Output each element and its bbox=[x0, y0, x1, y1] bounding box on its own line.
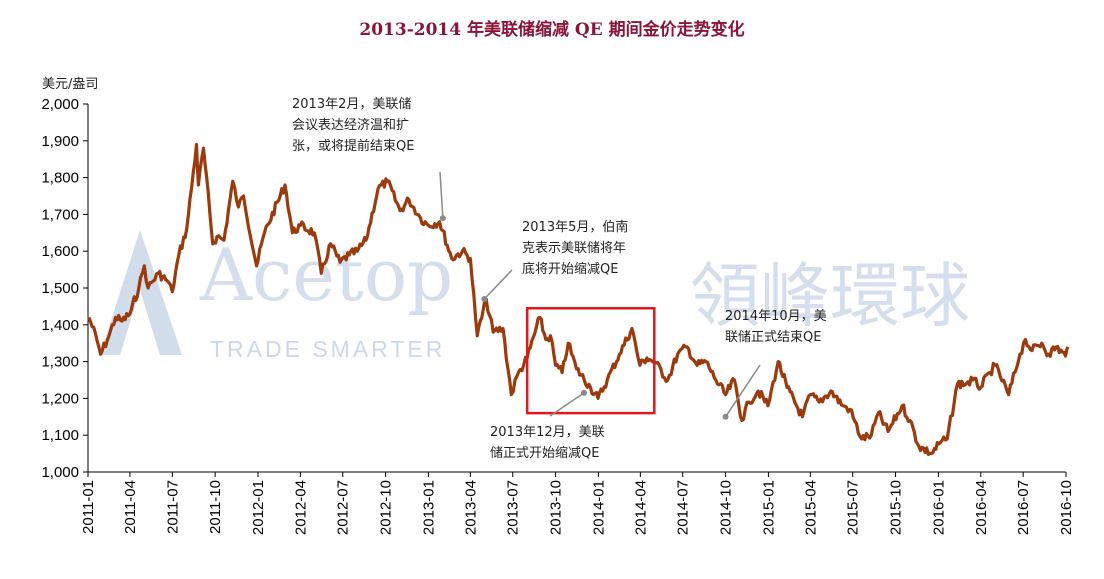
x-tick-label: 2013-04 bbox=[462, 480, 479, 535]
y-tick-label: 1,700 bbox=[41, 206, 79, 223]
taper-period-highlight-box bbox=[525, 306, 656, 415]
gold-price-line bbox=[87, 142, 1070, 456]
y-tick-label: 1,200 bbox=[41, 390, 79, 407]
highlight-layer bbox=[525, 306, 656, 415]
annotation-text-line: 会议表达经济温和扩 bbox=[292, 118, 409, 133]
watermark-brand-cn: 領峰環球 bbox=[690, 255, 970, 337]
chart-title: 2013-2014 年美联储缩减 QE 期间金价走势变化 bbox=[359, 19, 744, 40]
annotation-arrow-head bbox=[580, 389, 587, 396]
x-tick-label: 2014-07 bbox=[675, 480, 692, 535]
annotation-arrow-head bbox=[722, 413, 729, 420]
x-tick-label: 2015-01 bbox=[760, 480, 777, 535]
y-tick-label: 1,500 bbox=[41, 280, 79, 297]
x-tick-label: 2011-10 bbox=[207, 480, 224, 534]
x-tick-label: 2012-07 bbox=[335, 480, 352, 535]
annotation-text-line: 张，或将提前结束QE bbox=[292, 138, 414, 154]
x-tick-label: 2012-04 bbox=[292, 480, 309, 535]
x-tick-label: 2012-10 bbox=[378, 480, 395, 535]
x-tick-label: 2014-04 bbox=[632, 480, 649, 535]
x-tick-label: 2016-07 bbox=[1015, 480, 1032, 535]
x-tick-label: 2016-04 bbox=[973, 480, 990, 535]
x-tick-label: 2012-01 bbox=[250, 480, 267, 535]
annotation-text-line: 底将开始缩减QE bbox=[522, 261, 618, 277]
x-tick-label: 2015-04 bbox=[802, 480, 819, 535]
annotation-arrow-line bbox=[549, 392, 585, 417]
annotation-text-line: 储正式开始缩减QE bbox=[490, 445, 599, 461]
annotation-text-line: 2013年2月，美联储 bbox=[292, 97, 411, 112]
y-tick-label: 1,600 bbox=[41, 243, 79, 260]
y-tick-label: 1,000 bbox=[41, 464, 79, 481]
annotation-arrow-head bbox=[481, 296, 488, 303]
annotation-arrow-head bbox=[439, 215, 446, 222]
annotation-arrow-line bbox=[724, 364, 761, 418]
annotation-arrow-line bbox=[439, 171, 444, 219]
x-tick-label: 2014-01 bbox=[590, 480, 607, 535]
series-layer bbox=[87, 142, 1070, 456]
x-tick-label: 2013-10 bbox=[548, 480, 565, 535]
y-tick-label: 1,100 bbox=[41, 427, 79, 444]
y-tick-label: 2,000 bbox=[41, 96, 79, 113]
watermark-brand-en: Acetop bbox=[199, 233, 453, 317]
x-tick-label: 2013-01 bbox=[420, 480, 437, 535]
x-tick-label: 2011-04 bbox=[122, 480, 139, 534]
annotation-text-line: 2013年5月，伯南 bbox=[522, 219, 628, 235]
annotation-text-line: 2013年12月，美联 bbox=[490, 425, 605, 440]
annotation-arrow-line bbox=[483, 269, 513, 300]
x-tick-label: 2011-01 bbox=[80, 480, 97, 534]
annotation-text-line: 联储正式结束QE bbox=[725, 330, 821, 345]
y-tick-label: 1,900 bbox=[41, 133, 79, 150]
y-tick-label: 1,300 bbox=[41, 354, 79, 371]
x-tick-label: 2016-10 bbox=[1058, 480, 1075, 535]
x-tick-label: 2011-07 bbox=[164, 480, 181, 534]
annotation-text-line: 2014年10月，美 bbox=[725, 309, 827, 324]
watermark-tagline: TRADE SMARTER bbox=[210, 336, 445, 362]
annotation-text-line: 克表示美联储将年 bbox=[522, 241, 626, 256]
x-axis-ticks: 2011-01 2011-04 2011-07 2011-10 2012-01 2012-… bbox=[80, 472, 1075, 535]
y-tick-label: 1,800 bbox=[41, 170, 79, 187]
y-axis-ticks: 2,000 1,900 1,800 1,700 1,600 1,500 1,400 1,300… bbox=[41, 96, 88, 481]
x-tick-label: 2016-01 bbox=[930, 480, 947, 535]
logo-mark-icon bbox=[100, 230, 182, 355]
y-axis-unit-label: 美元/盎司 bbox=[42, 77, 98, 92]
x-tick-label: 2014-10 bbox=[718, 480, 735, 535]
y-tick-label: 1,400 bbox=[41, 317, 79, 334]
watermark: Acetop 領峰環球 TRADE SMARTER bbox=[100, 230, 970, 362]
x-tick-label: 2013-07 bbox=[505, 480, 522, 535]
x-tick-label: 2015-07 bbox=[845, 480, 862, 535]
x-tick-label: 2015-10 bbox=[888, 480, 905, 535]
